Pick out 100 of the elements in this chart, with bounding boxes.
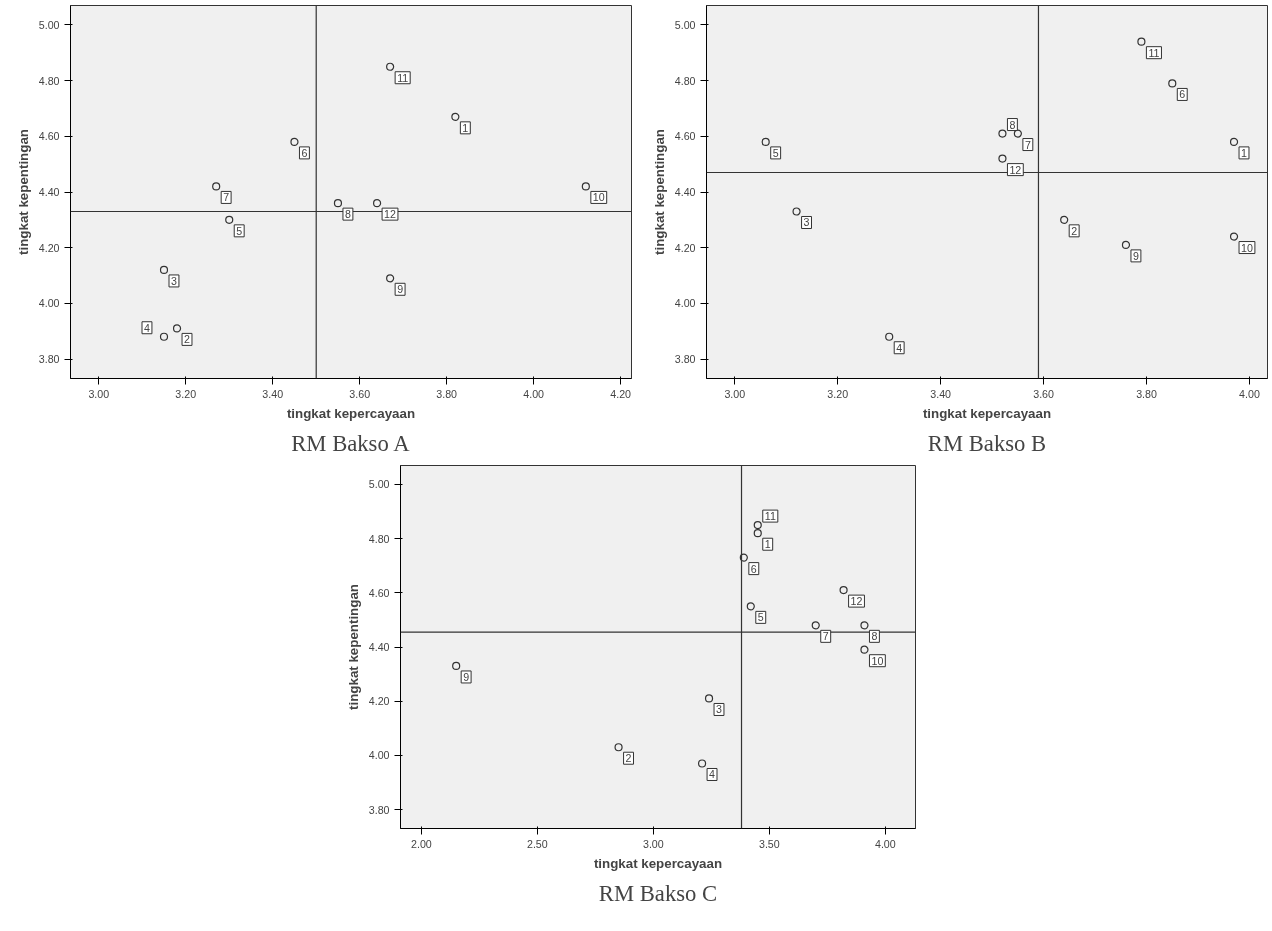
annotation: 5 [757, 611, 764, 624]
x-tick-label: 3.40 [930, 387, 952, 400]
y-tick-label: 4.40 [38, 186, 60, 198]
y-tick-label: 5.00 [38, 18, 60, 31]
annotation: 7 [822, 630, 829, 643]
x-tick-label: 3.60 [349, 387, 371, 400]
annotation: 2 [184, 333, 191, 346]
point [452, 661, 461, 671]
y-tick-label: 4.40 [674, 186, 696, 198]
annotation: 8 [871, 630, 878, 643]
annotation: 4 [896, 341, 903, 354]
point [885, 332, 894, 341]
y-tick-label: 5.00 [674, 18, 696, 31]
x-tick-label: 3.00 [642, 837, 664, 850]
annotation: 6 [1179, 88, 1186, 101]
annotation: 12 [850, 595, 863, 608]
x-tick-label: 3.60 [1033, 387, 1055, 400]
point [159, 265, 169, 275]
point [1229, 137, 1239, 146]
annotation: 5 [772, 146, 779, 159]
x-axis-title: tingkat kepercayaan [593, 855, 723, 871]
x-tick-label: 2.50 [527, 837, 548, 850]
x-tick-label: 3.20 [175, 387, 197, 400]
point [746, 602, 755, 611]
y-tick-label: 4.80 [368, 532, 390, 545]
point [290, 137, 299, 146]
annotation: 11 [1148, 46, 1160, 59]
point [792, 207, 801, 216]
x-tick-label: 4.00 [874, 837, 896, 850]
y-tick-label: 4.60 [368, 586, 390, 599]
point [1168, 79, 1177, 88]
point [1121, 240, 1131, 249]
annotation: 12 [1009, 163, 1022, 176]
annotation: 7 [1024, 138, 1031, 151]
point [1229, 232, 1239, 241]
x-tick-label: 3.80 [436, 387, 458, 400]
annotation: 1 [764, 538, 771, 551]
point [386, 274, 395, 283]
text: RM Bakso B [927, 430, 1047, 456]
point [753, 529, 762, 538]
x-tick-label: 3.50 [758, 837, 780, 850]
x-tick-label: 3.00 [724, 387, 746, 400]
y-tick-label: 4.60 [38, 130, 60, 143]
text: RM Bakso C [598, 880, 718, 906]
x-axis-title: tingkat kepercayaan [286, 405, 416, 421]
annotation: 4 [144, 321, 150, 334]
y-axis-title: tingkat kepentingan [651, 129, 667, 255]
point [704, 694, 714, 703]
y-tick-label: 4.20 [38, 241, 60, 254]
x-tick-label: 4.00 [1239, 387, 1260, 400]
y-axis-title: tingkat kepentingan [345, 584, 361, 710]
y-tick-label: 4.00 [368, 749, 390, 762]
annotation: 9 [1132, 249, 1139, 262]
annotation: 5 [236, 224, 243, 237]
x-tick-label: 3.20 [827, 387, 849, 400]
text: RM Bakso A [291, 430, 411, 456]
point [753, 521, 762, 530]
x-tick-label: 3.40 [262, 387, 284, 400]
annotation: 2 [1071, 224, 1078, 237]
annotation: 3 [171, 274, 177, 287]
annotation: 3 [803, 216, 810, 229]
y-tick-label: 3.80 [368, 803, 390, 816]
annotation: 11 [397, 71, 409, 84]
annotation: 6 [301, 146, 308, 159]
point [860, 621, 869, 630]
y-tick-label: 4.60 [674, 130, 696, 143]
annotation: 3 [716, 703, 723, 716]
x-tick-label: 4.20 [610, 387, 632, 400]
point [581, 182, 590, 191]
point [998, 129, 1007, 138]
point [451, 112, 460, 121]
point [1137, 37, 1146, 46]
y-tick-label: 4.00 [38, 297, 60, 310]
point [1060, 215, 1069, 224]
annotation: 11 [764, 510, 776, 523]
annotation: 10 [592, 191, 605, 204]
annotation: 10 [871, 654, 884, 667]
point [172, 324, 182, 333]
y-tick-label: 3.80 [38, 353, 60, 366]
point [739, 553, 748, 562]
y-tick-label: 4.00 [674, 297, 696, 310]
y-tick-label: 4.80 [674, 74, 696, 87]
point [839, 586, 848, 595]
point [1013, 129, 1022, 138]
point [225, 215, 234, 224]
y-tick-label: 4.20 [674, 241, 696, 254]
x-tick-label: 2.00 [411, 837, 432, 850]
point [860, 645, 869, 654]
annotation: 6 [750, 562, 757, 575]
annotation: 9 [397, 283, 404, 296]
annotation: 10 [1241, 241, 1253, 254]
annotation: 8 [344, 208, 351, 221]
x-tick-label: 3.00 [88, 387, 110, 400]
point [212, 182, 221, 191]
annotation: 2 [625, 752, 632, 765]
point [811, 621, 820, 630]
y-tick-label: 5.00 [368, 478, 390, 491]
point [614, 743, 623, 752]
y-tick-label: 4.40 [368, 641, 390, 653]
y-tick-label: 4.80 [38, 74, 60, 87]
